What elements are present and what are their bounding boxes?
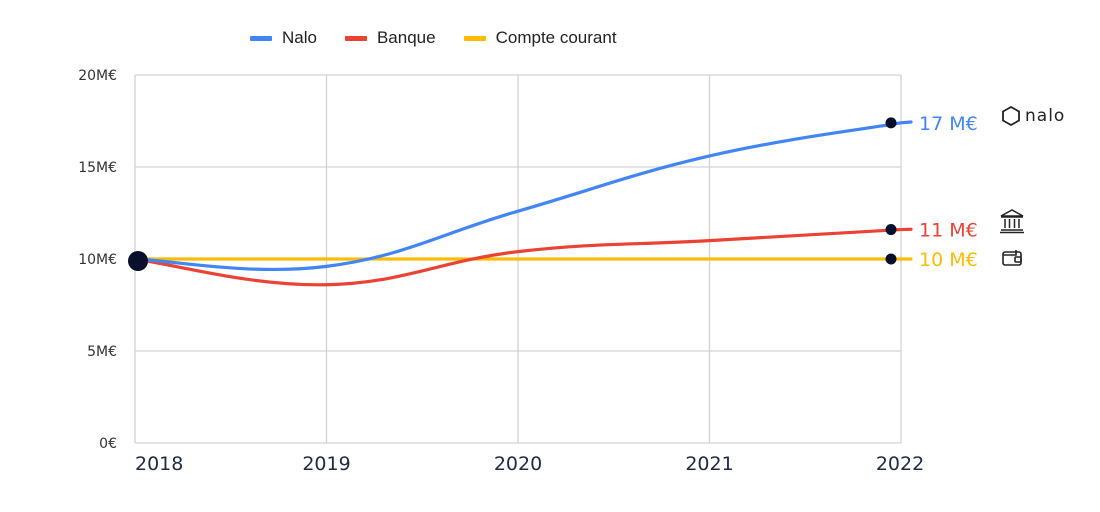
end-point-nalo — [885, 117, 897, 129]
y-tick-label: 0€ — [99, 436, 117, 452]
legend-swatch-nalo — [250, 35, 272, 41]
legend-label-nalo: Nalo — [282, 28, 317, 47]
bank-icon — [1000, 209, 1024, 234]
legend-label-banque: Banque — [376, 28, 436, 47]
legend-item-nalo[interactable]: Nalo — [250, 28, 317, 48]
end-point-banque — [885, 224, 897, 236]
series-line-nalo — [133, 120, 913, 272]
y-tick-label: 15M€ — [78, 160, 117, 176]
legend-label-compte-courant: Compte courant — [495, 28, 617, 47]
end-labels: 17 M€ 11 M€ 10 M€ — [919, 113, 978, 271]
legend-item-compte-courant[interactable]: Compte courant — [463, 28, 617, 48]
x-tick-label: 2022 — [876, 453, 924, 475]
brand-name: nalo — [1025, 106, 1065, 126]
y-axis-ticks: 0€ 5M€ 10M€ 15M€ 20M€ — [78, 68, 117, 452]
y-tick-label: 10M€ — [78, 252, 117, 268]
legend-item-banque[interactable]: Banque — [344, 28, 436, 48]
y-tick-label: 20M€ — [78, 68, 117, 84]
x-tick-label: 2021 — [685, 453, 733, 475]
series-line-banque — [133, 227, 913, 287]
nalo-logo-icon — [1002, 105, 1020, 127]
legend: Nalo Banque Compte courant — [250, 28, 617, 48]
chart-points — [128, 117, 897, 271]
start-point — [128, 251, 148, 271]
end-point-compte-courant — [885, 253, 897, 265]
legend-swatch-banque — [344, 35, 367, 41]
x-tick-label: 2018 — [135, 453, 183, 475]
chart-series — [133, 120, 913, 287]
end-label-compte-courant: 10 M€ — [919, 249, 978, 271]
wallet-icon — [1002, 250, 1022, 266]
x-tick-label: 2020 — [494, 453, 542, 475]
y-tick-label: 5M€ — [87, 344, 117, 360]
x-tick-label: 2019 — [302, 453, 350, 475]
end-label-nalo: 17 M€ — [919, 113, 978, 135]
end-label-banque: 11 M€ — [919, 220, 978, 242]
legend-swatch-compte-courant — [463, 35, 486, 41]
x-axis-ticks: 2018 2019 2020 2021 2022 — [135, 453, 924, 475]
